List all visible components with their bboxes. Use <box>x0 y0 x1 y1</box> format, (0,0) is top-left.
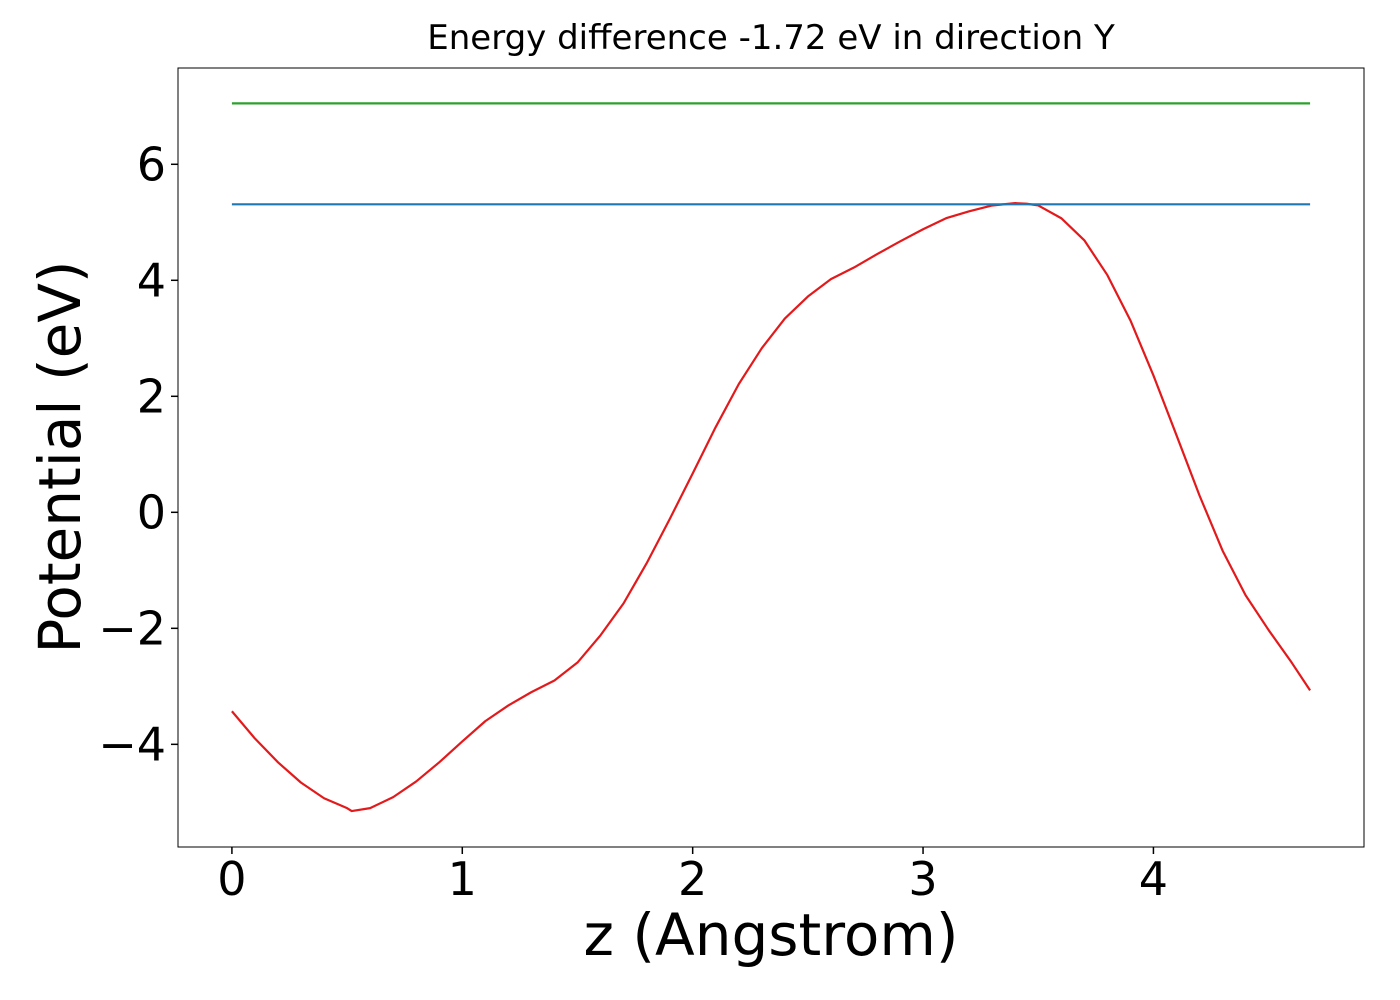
y-tick-label: 0 <box>137 485 166 539</box>
chart-title: Energy difference -1.72 eV in direction … <box>427 18 1115 58</box>
plot-frame <box>177 67 1365 848</box>
x-tick-label: 1 <box>448 852 477 906</box>
x-axis-label: z (Angstrom) <box>584 901 959 969</box>
y-tick-label: 4 <box>137 253 166 307</box>
data-line <box>231 202 1312 813</box>
x-tick-label: 0 <box>217 852 246 906</box>
y-tick-label: −4 <box>98 717 166 771</box>
x-tick-label: 4 <box>1139 852 1168 906</box>
y-axis-label: Potential (eV) <box>26 260 94 653</box>
y-tick-label: 2 <box>137 369 166 423</box>
x-tick-label: 2 <box>678 852 707 906</box>
y-tick-label: 6 <box>137 137 166 191</box>
y-tick-label: −2 <box>98 601 166 655</box>
x-tick-label: 3 <box>908 852 937 906</box>
